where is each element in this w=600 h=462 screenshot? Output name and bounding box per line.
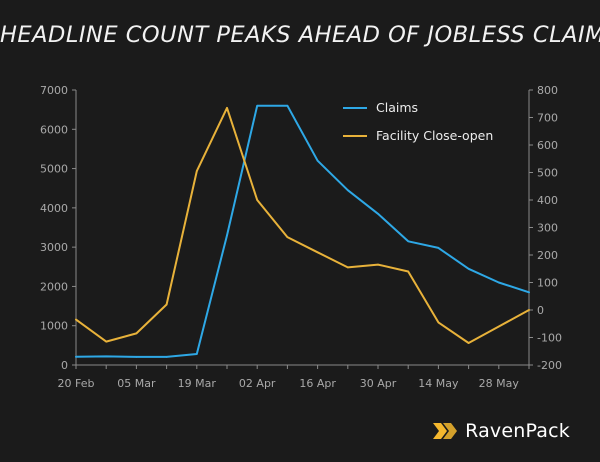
data-point — [467, 267, 470, 270]
x-tick-label: 14 May — [418, 377, 459, 390]
data-point — [135, 356, 138, 358]
brand-logo: RavenPack — [433, 420, 570, 442]
data-point — [437, 321, 440, 324]
data-point — [256, 104, 259, 107]
right-tick-label: -200 — [537, 359, 562, 372]
data-point — [135, 332, 138, 335]
left-tick-label: 3000 — [40, 241, 68, 254]
right-tick-label: 100 — [537, 277, 558, 290]
x-tick-label: 19 Mar — [178, 377, 217, 390]
data-point — [316, 251, 319, 254]
right-tick-label: 400 — [537, 194, 558, 207]
data-point — [256, 199, 259, 201]
data-point — [196, 353, 198, 355]
data-point — [347, 266, 349, 269]
left-tick-label: 7000 — [40, 84, 68, 97]
right-tick-label: -100 — [537, 332, 562, 345]
left-tick-label: 5000 — [40, 163, 68, 176]
x-tick-label: 05 Mar — [117, 377, 156, 390]
data-point — [165, 303, 168, 306]
right-tick-label: 800 — [537, 84, 558, 97]
ravenpack-chevron-icon — [433, 423, 458, 439]
left-tick-label: 1000 — [40, 320, 68, 333]
data-point — [286, 236, 289, 238]
data-point — [467, 342, 470, 344]
right-tick-label: 300 — [537, 222, 558, 235]
data-point — [105, 340, 107, 343]
data-point — [437, 247, 440, 249]
legend-label: Claims — [376, 100, 418, 115]
right-tick-label: 500 — [537, 167, 558, 180]
x-tick-label: 28 May — [479, 377, 520, 390]
data-point — [528, 309, 530, 311]
right-tick-label: 700 — [537, 112, 558, 125]
data-point — [377, 212, 379, 215]
series-line-facility-close-open — [75, 106, 530, 344]
data-point — [347, 189, 349, 191]
brand-name: RavenPack — [465, 420, 570, 442]
data-point — [498, 325, 500, 328]
data-point — [407, 240, 410, 243]
x-tick-label: 30 Apr — [360, 377, 397, 390]
data-point — [377, 263, 379, 266]
data-point — [286, 104, 289, 107]
data-point — [105, 355, 107, 358]
legend-label: Facility Close-open — [376, 128, 493, 143]
chart-title: HEADLINE COUNT PEAKS AHEAD OF JOBLESS CL… — [0, 22, 600, 48]
left-tick-label: 4000 — [40, 202, 68, 215]
data-point — [75, 355, 77, 358]
left-tick-label: 2000 — [40, 280, 68, 293]
data-point — [316, 159, 319, 162]
x-tick-label: 16 Apr — [299, 377, 336, 390]
right-tick-label: 200 — [537, 249, 558, 262]
x-tick-label: 02 Apr — [239, 377, 276, 390]
series-line-claims — [75, 104, 530, 358]
right-tick-label: 0 — [537, 304, 544, 317]
data-point — [528, 291, 530, 294]
data-point — [226, 234, 228, 237]
data-point — [75, 318, 77, 321]
data-point — [407, 270, 410, 273]
data-point — [196, 170, 198, 172]
left-tick-label: 6000 — [40, 123, 68, 136]
x-tick-label: 20 Feb — [58, 377, 95, 390]
data-point — [226, 107, 228, 109]
right-tick-label: 600 — [537, 139, 558, 152]
data-point — [165, 356, 168, 358]
data-point — [498, 281, 500, 284]
left-tick-label: 0 — [61, 359, 68, 372]
